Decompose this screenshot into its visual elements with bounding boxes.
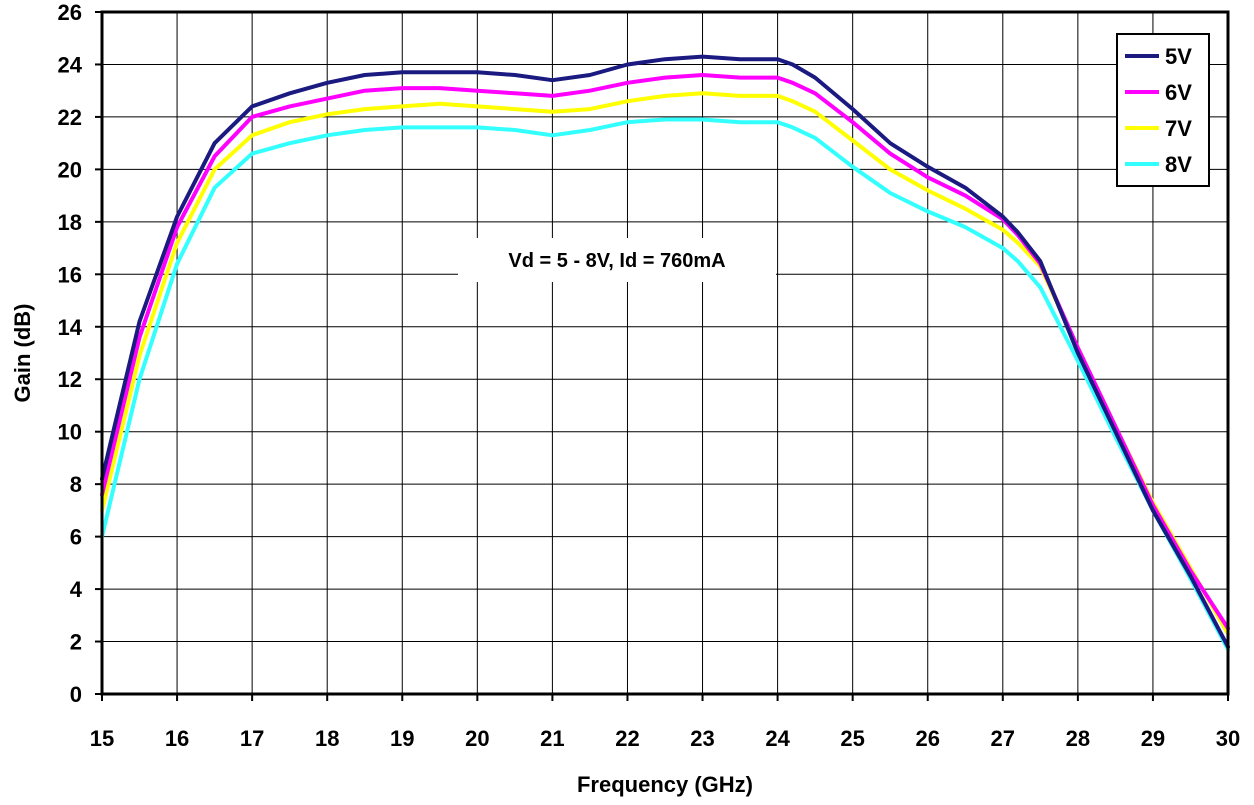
x-tick-label: 29 bbox=[1141, 726, 1165, 751]
x-tick-label: 19 bbox=[390, 726, 414, 751]
x-tick-label: 18 bbox=[315, 726, 339, 751]
y-tick-label: 10 bbox=[58, 420, 82, 445]
x-tick-label: 27 bbox=[991, 726, 1015, 751]
annotation-text: Vd = 5 - 8V, Id = 760mA bbox=[508, 250, 725, 272]
legend: 5V 6V 7V 8V bbox=[1117, 34, 1209, 186]
y-tick-label: 14 bbox=[58, 315, 83, 340]
y-tick-label: 0 bbox=[70, 682, 82, 707]
legend-label-6V: 6V bbox=[1165, 80, 1192, 105]
y-tick-label: 2 bbox=[70, 630, 82, 655]
annotation-box: Vd = 5 - 8V, Id = 760mA bbox=[458, 238, 776, 282]
y-axis-label: Gain (dB) bbox=[10, 304, 35, 403]
x-tick-label: 20 bbox=[465, 726, 489, 751]
y-tick-label: 6 bbox=[70, 525, 82, 550]
legend-label-7V: 7V bbox=[1165, 116, 1192, 141]
y-tick-label: 16 bbox=[58, 262, 82, 287]
x-tick-label: 21 bbox=[540, 726, 564, 751]
x-tick-label: 25 bbox=[840, 726, 864, 751]
y-tick-label: 20 bbox=[58, 157, 82, 182]
y-tick-label: 8 bbox=[70, 472, 82, 497]
y-tick-label: 12 bbox=[58, 367, 82, 392]
x-tick-label: 23 bbox=[690, 726, 714, 751]
legend-label-8V: 8V bbox=[1165, 152, 1192, 177]
x-tick-label: 26 bbox=[915, 726, 939, 751]
x-tick-label: 30 bbox=[1216, 726, 1240, 751]
x-tick-label: 15 bbox=[90, 726, 114, 751]
legend-label-5V: 5V bbox=[1165, 44, 1192, 69]
x-tick-label: 28 bbox=[1066, 726, 1090, 751]
y-tick-label: 4 bbox=[70, 577, 83, 602]
x-tick-label: 17 bbox=[240, 726, 264, 751]
x-tick-label: 16 bbox=[165, 726, 189, 751]
y-tick-label: 18 bbox=[58, 210, 82, 235]
y-tick-label: 24 bbox=[58, 52, 83, 77]
x-tick-label: 24 bbox=[765, 726, 790, 751]
y-tick-label: 26 bbox=[58, 0, 82, 25]
x-axis-label: Frequency (GHz) bbox=[577, 772, 753, 797]
y-tick-label: 22 bbox=[58, 105, 82, 130]
x-tick-label: 22 bbox=[615, 726, 639, 751]
